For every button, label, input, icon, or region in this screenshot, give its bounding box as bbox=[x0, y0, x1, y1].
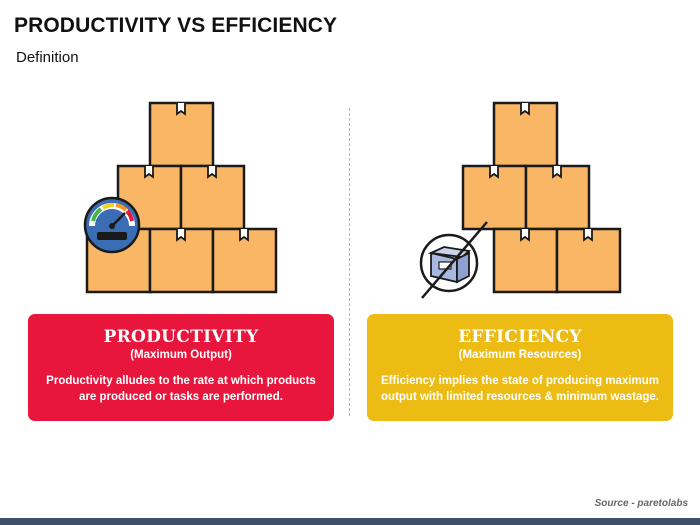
productivity-description: Productivity alludes to the rate at whic… bbox=[46, 375, 316, 403]
productivity-subheading: (Maximum Output) bbox=[130, 349, 232, 361]
productivity-card: PRODUCTIVITY (Maximum Output) Productivi… bbox=[28, 314, 334, 421]
box bbox=[524, 164, 591, 231]
source-credit: Source - paretolabs bbox=[594, 498, 688, 509]
box-stack-right bbox=[461, 101, 622, 294]
productivity-heading: PRODUCTIVITY bbox=[103, 327, 259, 347]
page-subtitle: Definition bbox=[16, 49, 79, 66]
efficiency-description: Efficiency implies the state of producin… bbox=[381, 375, 659, 403]
crossed-out-box-icon bbox=[419, 221, 488, 299]
box bbox=[148, 101, 215, 168]
efficiency-boxes-illustration bbox=[419, 101, 622, 299]
box bbox=[492, 101, 559, 168]
box bbox=[179, 164, 246, 231]
efficiency-card: EFFICIENCY (Maximum Resources) Efficienc… bbox=[367, 314, 673, 421]
bottom-bar bbox=[0, 518, 700, 525]
efficiency-subheading: (Maximum Resources) bbox=[458, 349, 582, 361]
productivity-boxes-illustration bbox=[83, 101, 278, 294]
box-tape-left bbox=[144, 103, 249, 242]
box bbox=[555, 227, 622, 294]
box bbox=[492, 227, 559, 294]
box-tape-right bbox=[489, 103, 593, 242]
speedometer-icon bbox=[83, 196, 141, 254]
page-title: PRODUCTIVITY VS EFFICIENCY bbox=[14, 14, 338, 37]
efficiency-heading: EFFICIENCY bbox=[458, 327, 582, 347]
center-divider bbox=[349, 108, 350, 416]
